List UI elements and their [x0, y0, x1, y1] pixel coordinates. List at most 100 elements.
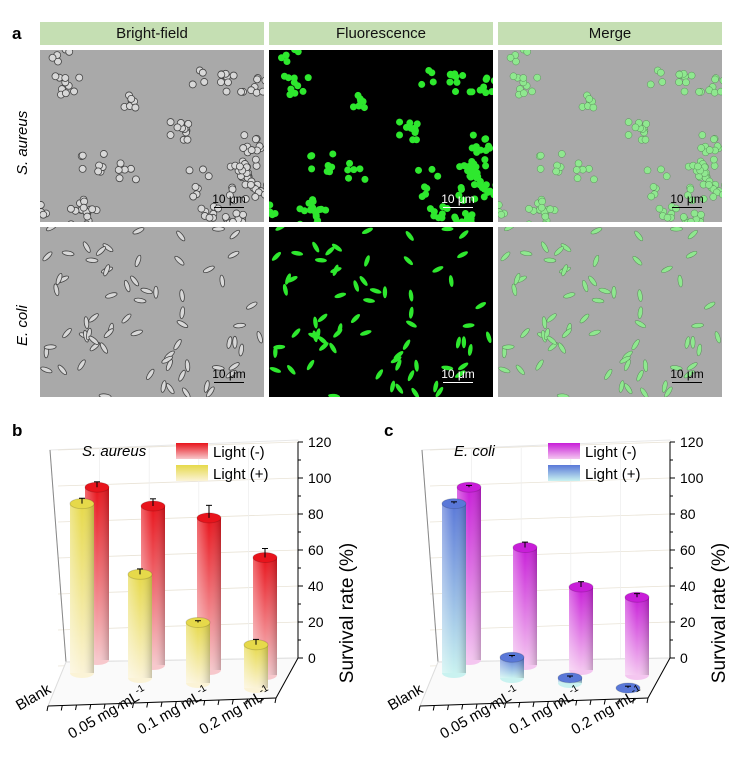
cell: [312, 241, 320, 253]
cell: [291, 328, 301, 338]
cell: [670, 365, 683, 371]
cell: [224, 78, 232, 87]
cell: [687, 218, 695, 222]
cell: [686, 362, 698, 371]
cell: [99, 342, 108, 354]
x-tick: [546, 701, 549, 707]
cell: [636, 369, 644, 382]
cell: [554, 246, 564, 256]
cell: [317, 336, 328, 345]
cell: [590, 175, 598, 184]
cell: [441, 227, 454, 232]
cell: [421, 183, 429, 191]
cell: [482, 89, 490, 97]
cell: [672, 204, 680, 213]
panel-letter-b: b: [12, 421, 22, 440]
cell: [83, 220, 90, 222]
x-tick: [618, 698, 620, 705]
cell: [560, 243, 572, 252]
bar-shade: [442, 503, 466, 673]
cell: [520, 89, 528, 97]
cell: [515, 364, 525, 375]
cell: [631, 123, 640, 132]
cell: [275, 227, 287, 231]
cell: [269, 201, 274, 209]
x-tick: [432, 705, 435, 711]
cell: [228, 217, 237, 222]
legend-swatch-light-minus: [548, 443, 580, 459]
scale-bar-line: [443, 207, 473, 208]
cell: [173, 339, 182, 351]
x-tick: [146, 702, 149, 708]
bar-light-plus-1: [499, 651, 525, 683]
y-axis-label: Survival rate (%): [709, 543, 730, 683]
cell: [344, 166, 352, 174]
chart-b-s-aureus: b 0 20 40 60 80 100 120 Survival rate (%) S. aure…: [12, 421, 358, 743]
x-tick: [103, 703, 106, 710]
x-tick: [189, 700, 191, 707]
cell: [103, 264, 110, 277]
cell: [173, 123, 182, 132]
cell: [696, 343, 702, 357]
category-label: Blank: [13, 680, 54, 714]
cell: [552, 167, 560, 176]
cell: [572, 166, 581, 174]
cell: [228, 362, 240, 371]
cell: [588, 275, 597, 287]
cell: [349, 103, 357, 111]
cell: [519, 74, 528, 82]
legend-swatch-light-minus: [176, 443, 208, 459]
cell: [721, 182, 722, 188]
cell: [258, 87, 264, 96]
cell: [574, 159, 583, 168]
cell: [705, 181, 713, 189]
cell: [217, 70, 226, 79]
x-tick: [532, 701, 535, 708]
cell: [256, 331, 263, 344]
cell: [525, 205, 533, 213]
cell: [408, 289, 414, 302]
cell: [624, 131, 633, 139]
cell: [116, 159, 125, 168]
micrograph-fluorescence-s-aureus: 10 μm: [269, 50, 493, 222]
cell: [403, 256, 414, 266]
cell: [363, 298, 375, 303]
cell: [540, 241, 549, 253]
cell: [679, 213, 688, 221]
cell: [459, 196, 467, 204]
cell: [299, 87, 307, 95]
scale-bar-label: 10 μm: [441, 192, 475, 206]
x-tick: [603, 699, 606, 705]
cell: [402, 123, 410, 131]
cell: [133, 297, 147, 304]
cell: [331, 243, 342, 252]
cell: [468, 144, 476, 152]
cell: [661, 380, 668, 393]
cell: [546, 205, 554, 213]
cell: [85, 257, 99, 263]
cell: [346, 159, 354, 167]
cell: [278, 54, 286, 62]
cell: [94, 167, 103, 176]
cell: [131, 103, 140, 112]
cell: [296, 205, 304, 213]
cell: [433, 380, 439, 393]
cell: [176, 230, 186, 242]
cell: [675, 78, 683, 86]
cell: [62, 328, 72, 339]
cell: [573, 174, 582, 182]
cell: [509, 72, 518, 81]
y-tick-label: 60: [308, 542, 324, 558]
x-tick: [418, 705, 421, 712]
bar-light-plus-2: [185, 617, 211, 688]
cell: [632, 255, 643, 266]
cell: [624, 118, 633, 126]
cell: [40, 201, 45, 209]
cell: [251, 135, 260, 144]
cell: [40, 210, 48, 219]
cell: [191, 183, 200, 191]
cell: [475, 302, 487, 310]
y-tick-label: 100: [308, 470, 332, 486]
bar-light-minus-3: [624, 591, 650, 680]
cell: [102, 243, 114, 253]
